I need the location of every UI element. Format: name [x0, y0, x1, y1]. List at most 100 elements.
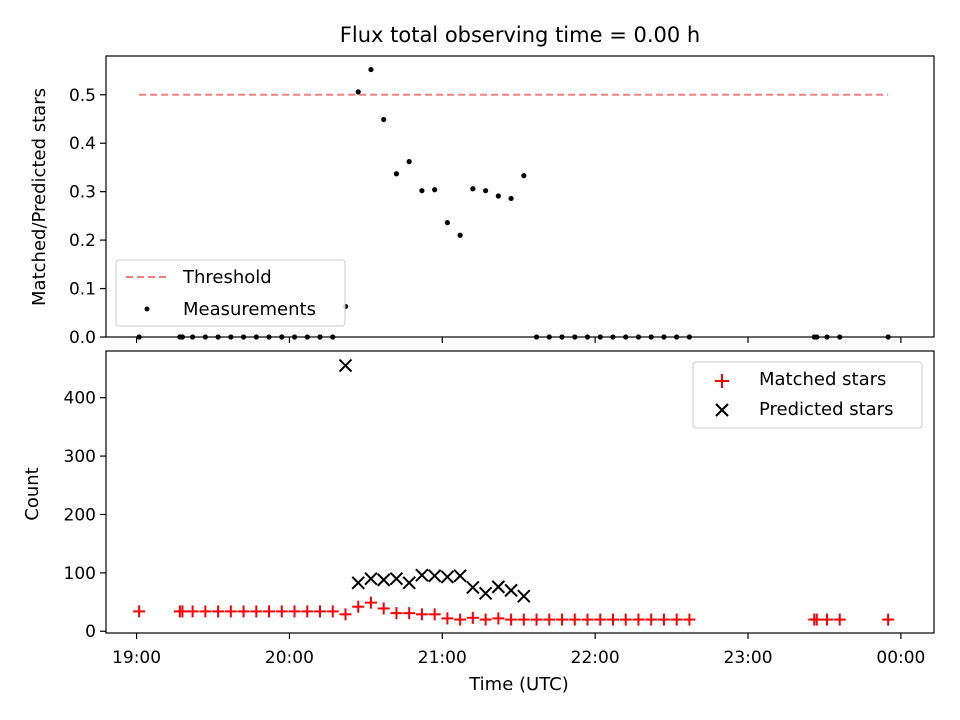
legend-predicted-swatch	[715, 403, 729, 417]
matched-stars-point	[645, 613, 658, 626]
predicted-stars-point	[453, 569, 467, 583]
matched-stars-point	[186, 605, 199, 618]
predicted-stars-point	[517, 589, 531, 603]
x-tick-label: 23:00	[724, 648, 773, 668]
matched-stars-point	[594, 613, 607, 626]
x-tick-label: 21:00	[418, 648, 467, 668]
y-tick-label: 300	[64, 447, 96, 467]
matched-stars-point	[479, 613, 492, 626]
matched-stars-point	[199, 605, 212, 618]
legend-predicted-label: Predicted stars	[759, 399, 893, 420]
legend-matched-label: Matched stars	[759, 369, 886, 390]
matched-stars-point	[581, 613, 594, 626]
legend-measurements-label: Measurements	[183, 299, 316, 320]
matched-stars-point	[833, 613, 846, 626]
matched-stars-point	[390, 607, 403, 620]
matched-stars-point	[352, 600, 365, 613]
matched-stars-point	[568, 613, 581, 626]
bottom-x-ticks: 19:00 20:00 21:00 22:00 23:00 00:00	[112, 633, 925, 668]
predicted-stars-point	[491, 580, 506, 594]
x-tick-label: 20:00	[265, 648, 314, 668]
matched-stars-point	[288, 605, 301, 618]
measurement-point	[508, 195, 514, 202]
top-axes-frame	[105, 55, 935, 338]
predicted-stars-point	[427, 569, 442, 583]
bottom-legend: Matched stars Predicted stars	[692, 361, 923, 429]
matched-stars-point	[619, 613, 632, 626]
y-tick-label: 0.3	[69, 183, 96, 203]
legend-threshold-label: Threshold	[182, 267, 272, 288]
predicted-stars-point	[478, 586, 493, 601]
predicted-stars-point	[376, 573, 391, 587]
matched-stars-point	[657, 613, 670, 626]
matched-stars-point	[212, 605, 225, 618]
y-tick-label: 400	[64, 389, 96, 409]
measurement-point	[432, 187, 438, 193]
predicted-stars-point	[504, 583, 518, 598]
x-tick-label: 19:00	[112, 648, 161, 668]
measurement-point	[406, 159, 412, 165]
matched-stars-point	[670, 613, 683, 626]
matched-stars-point	[543, 613, 556, 626]
y-tick-label: 200	[64, 505, 96, 525]
predicted-stars-point	[402, 576, 416, 590]
matched-stars-point	[237, 605, 250, 618]
predicted-stars-point	[338, 358, 353, 373]
predicted-stars-point	[351, 576, 365, 590]
y-tick-label: 0.4	[69, 134, 96, 154]
top-y-axis-label: Matched/Predicted stars	[29, 88, 50, 306]
bottom-axes-frame	[105, 350, 935, 634]
matched-stars-point	[275, 605, 288, 618]
matched-stars-point	[466, 611, 479, 624]
bottom-legend-box	[692, 361, 923, 429]
measurement-point	[368, 66, 374, 73]
predicted-stars-point	[440, 570, 455, 584]
matched-stars-point	[441, 612, 454, 625]
matched-stars-point	[683, 613, 696, 626]
bottom-panel: 0 100 200 300 400 19:00 20:00 21:00 22:00 23:00 0…	[22, 350, 935, 695]
matched-stars-point	[454, 613, 467, 626]
measurement-point	[393, 171, 400, 177]
matched-stars-point	[530, 613, 543, 626]
matched-stars-point	[263, 605, 276, 618]
matched-stars-point	[339, 608, 352, 621]
measurement-point	[495, 193, 501, 199]
bottom-plot-area	[133, 358, 895, 626]
measurement-point	[483, 188, 489, 194]
y-tick-label: 100	[64, 564, 96, 584]
top-x-ticks	[135, 337, 902, 343]
matched-stars-point	[364, 596, 377, 609]
top-y-ticks: 0.0 0.1 0.2 0.3 0.4 0.5	[69, 86, 106, 348]
matched-stars-point	[403, 607, 416, 620]
matched-stars-point	[301, 605, 314, 618]
predicted-stars-point	[364, 571, 378, 586]
chart-title: Flux total observing time = 0.00 h	[340, 23, 700, 47]
x-tick-label: 22:00	[571, 648, 620, 668]
matched-stars-point	[428, 608, 441, 621]
measurement-point	[381, 116, 387, 123]
matched-stars-point	[632, 613, 645, 626]
measurement-point	[457, 232, 463, 238]
predicted-stars-point	[389, 571, 404, 586]
matched-stars-point	[314, 605, 327, 618]
matched-stars-point	[176, 605, 189, 618]
bottom-y-axis-label: Count	[22, 467, 43, 520]
y-tick-label: 0.0	[69, 328, 96, 348]
legend-matched-swatch	[715, 374, 729, 388]
predicted-stars-point	[415, 568, 429, 582]
matched-stars-point	[250, 605, 263, 618]
matched-stars-point	[492, 612, 505, 625]
legend-measurements-swatch	[144, 306, 150, 312]
y-tick-label: 0.1	[69, 280, 96, 300]
y-tick-label: 0	[85, 622, 96, 642]
y-tick-label: 0.5	[69, 86, 96, 106]
measurement-point	[470, 186, 476, 192]
measurement-point	[355, 89, 361, 95]
matched-stars-point	[133, 605, 146, 618]
top-panel: Flux total observing time = 0.00 h 0.0 0.…	[29, 23, 935, 348]
measurement-point	[521, 173, 527, 179]
bottom-y-ticks: 0 100 200 300 400	[64, 389, 106, 642]
predicted-stars-point	[466, 580, 480, 595]
